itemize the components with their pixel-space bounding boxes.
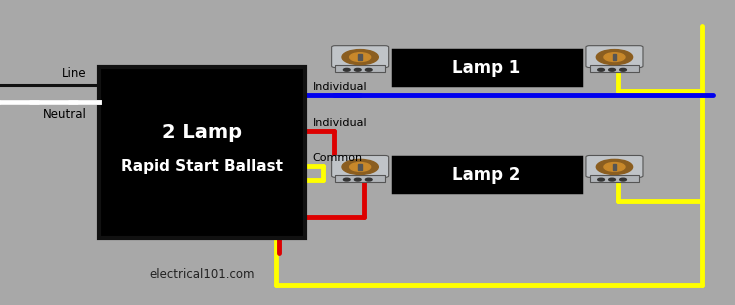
Bar (335, 165, 346, 171)
Bar (335, 55, 346, 61)
Bar (358, 54, 362, 60)
Bar (612, 163, 617, 170)
Bar (358, 163, 362, 170)
Circle shape (609, 68, 615, 71)
Bar (589, 66, 639, 72)
Circle shape (609, 178, 615, 181)
Circle shape (596, 160, 633, 174)
Circle shape (342, 160, 379, 174)
Text: Individual: Individual (312, 81, 367, 92)
Circle shape (342, 50, 379, 65)
Text: electrical101.com: electrical101.com (149, 268, 255, 281)
Bar (99, 67, 305, 238)
Bar (628, 55, 639, 61)
FancyBboxPatch shape (586, 156, 643, 178)
Circle shape (620, 178, 626, 181)
Bar (393, 157, 581, 192)
Text: Rapid Start Ballast: Rapid Start Ballast (121, 159, 283, 174)
Bar (589, 55, 600, 61)
Text: Lamp 2: Lamp 2 (452, 166, 521, 184)
Circle shape (365, 178, 372, 181)
FancyBboxPatch shape (331, 46, 389, 67)
Circle shape (604, 53, 625, 62)
Text: Common: Common (312, 153, 362, 163)
Bar (393, 50, 581, 85)
Circle shape (350, 53, 370, 62)
Bar (335, 66, 385, 72)
Text: Individual: Individual (312, 118, 367, 128)
Bar (612, 54, 617, 60)
Bar (628, 165, 639, 171)
Bar (335, 175, 385, 182)
Circle shape (354, 178, 361, 181)
Circle shape (354, 68, 361, 71)
Bar (589, 175, 639, 182)
FancyBboxPatch shape (586, 46, 643, 67)
Text: Neutral: Neutral (43, 108, 87, 121)
Circle shape (620, 68, 626, 71)
Text: Lamp 1: Lamp 1 (453, 59, 520, 77)
Circle shape (365, 68, 372, 71)
Circle shape (598, 178, 604, 181)
Circle shape (343, 178, 350, 181)
Circle shape (598, 68, 604, 71)
Circle shape (596, 50, 633, 65)
FancyBboxPatch shape (331, 156, 389, 178)
Circle shape (350, 163, 370, 171)
Circle shape (604, 163, 625, 171)
Bar (374, 55, 385, 61)
Bar (374, 165, 385, 171)
Bar (589, 165, 600, 171)
Text: Line: Line (62, 67, 87, 80)
Text: 2 Lamp: 2 Lamp (162, 123, 242, 142)
Circle shape (343, 68, 350, 71)
